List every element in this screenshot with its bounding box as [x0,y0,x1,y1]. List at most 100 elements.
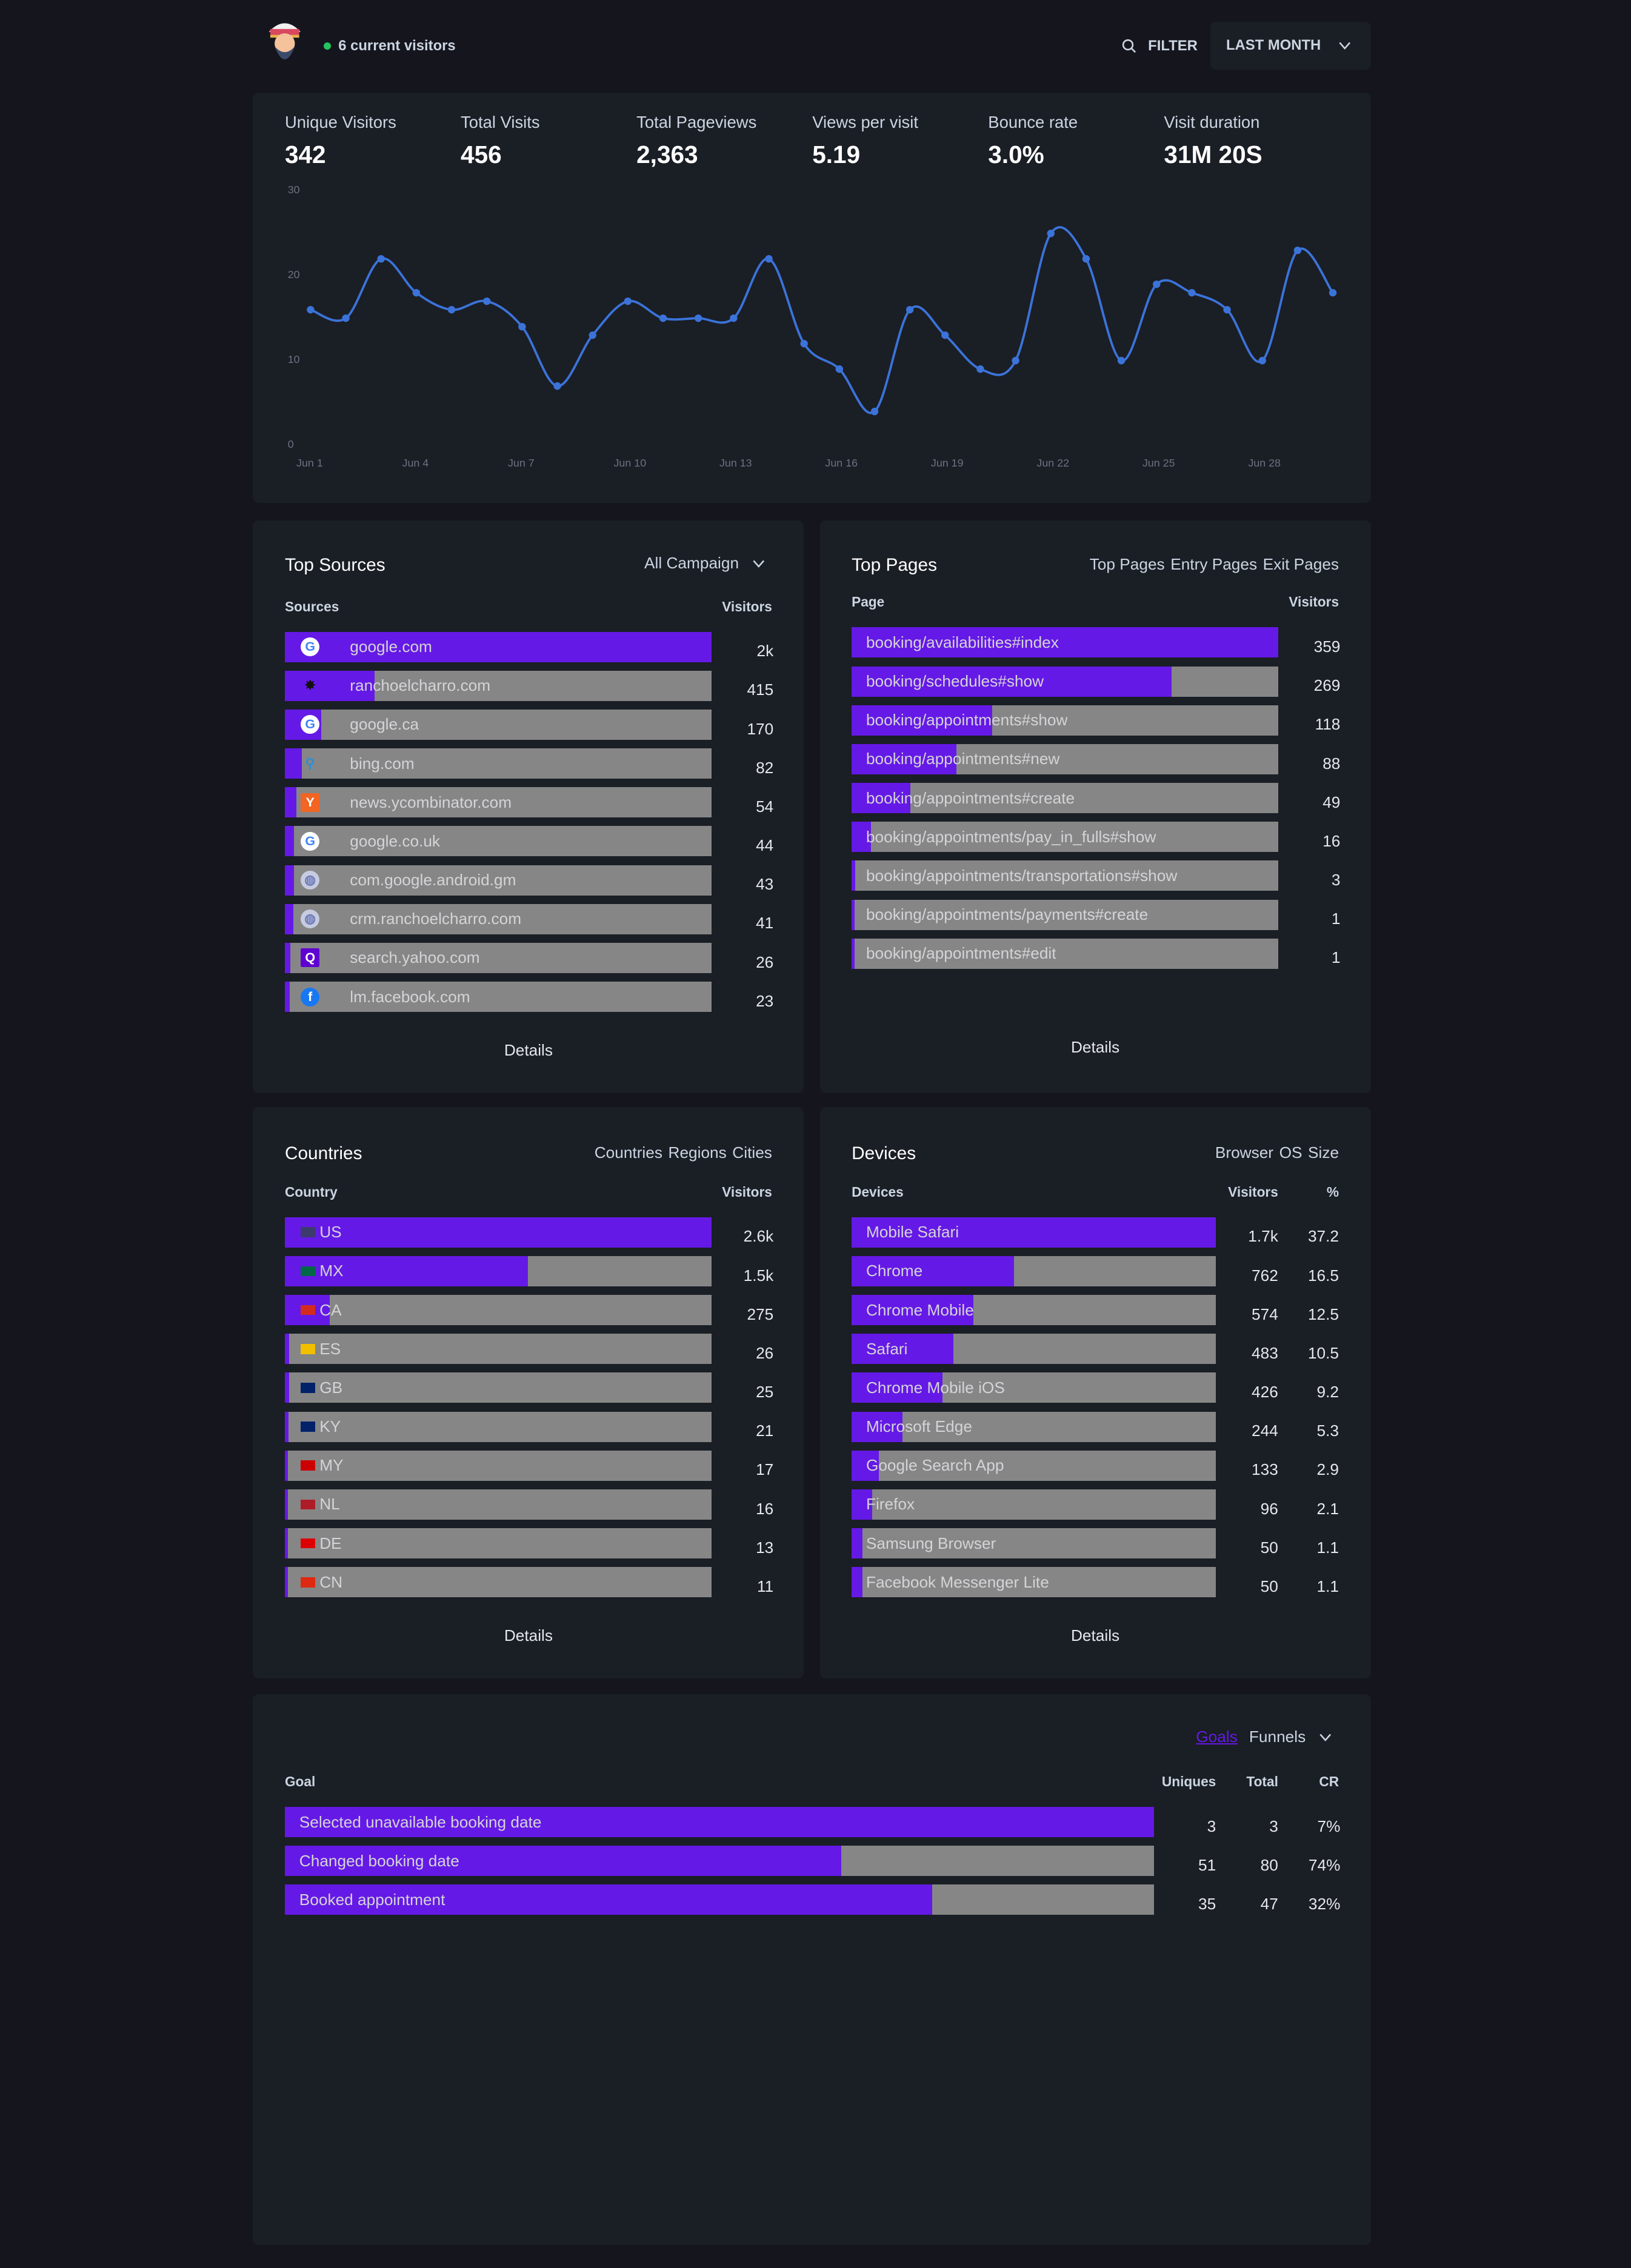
data-point[interactable] [448,305,456,314]
data-point[interactable] [553,382,562,390]
campaign-select[interactable]: All Campaign [644,554,765,573]
data-point[interactable] [307,305,315,314]
list-item[interactable]: booking/schedules#show 269 [852,666,1340,697]
list-item[interactable]: US 2.6k [284,1217,773,1248]
data-point[interactable] [730,314,738,322]
data-point[interactable] [659,314,667,322]
list-item[interactable]: f lm.facebook.com 23 [284,982,773,1013]
data-point[interactable] [413,288,421,297]
list-item[interactable]: ◍ com.google.android.gm 43 [284,865,773,896]
data-point[interactable] [1188,288,1196,297]
list-item[interactable]: DE 13 [284,1528,773,1559]
stat-5[interactable]: Visit duration 31M 20S [1164,113,1262,169]
tab-size[interactable]: Size [1308,1143,1339,1162]
list-item[interactable]: Safari 483 10.5 [852,1334,1339,1365]
tab-top-pages[interactable]: Top Pages [1089,555,1165,574]
list-item[interactable]: booking/appointments#edit 1 [852,938,1340,969]
data-point[interactable] [1012,356,1020,365]
list-item[interactable]: booking/appointments#new 88 [852,743,1340,774]
data-point[interactable] [1329,288,1337,297]
data-point[interactable] [976,365,985,373]
data-point[interactable] [836,365,844,373]
tab-browser[interactable]: Browser [1215,1143,1274,1162]
list-item[interactable]: KY 21 [284,1411,773,1442]
data-point[interactable] [800,339,809,348]
list-item[interactable]: Mobile Safari 1.7k 37.2 [852,1217,1339,1248]
list-item[interactable]: Changed booking date 51 80 74% [284,1846,1340,1877]
data-point[interactable] [1118,356,1126,365]
data-point[interactable] [941,331,949,339]
data-point[interactable] [624,297,632,305]
tab-cities[interactable]: Cities [732,1143,772,1162]
data-point[interactable] [1153,280,1161,288]
list-item[interactable]: MX 1.5k [284,1255,773,1286]
list-item[interactable]: Chrome Mobile 574 12.5 [852,1295,1339,1326]
list-item[interactable]: Chrome 762 16.5 [852,1255,1339,1286]
stat-0[interactable]: Unique Visitors 342 [285,113,396,169]
list-item[interactable]: booking/appointments/transportations#sho… [852,860,1340,891]
data-point[interactable] [589,331,597,339]
stat-4[interactable]: Bounce rate 3.0% [988,113,1078,169]
item-value: 574 [1252,1305,1278,1323]
details-button[interactable]: Details [1070,1626,1120,1644]
data-point[interactable] [871,407,879,415]
list-item[interactable]: Microsoft Edge 244 5.3 [852,1411,1339,1442]
list-item[interactable]: GB 25 [284,1372,773,1403]
list-item[interactable]: ✸ ranchoelcharro.com 415 [284,670,773,701]
data-point[interactable] [1047,229,1055,238]
list-item[interactable]: Firefox 96 2.1 [852,1489,1339,1520]
list-item[interactable]: booking/appointments#create 49 [852,783,1340,814]
list-item[interactable]: MY 17 [284,1450,773,1481]
data-point[interactable] [483,297,491,305]
data-point[interactable] [906,305,914,314]
list-item[interactable]: NL 16 [284,1489,773,1520]
filter-button[interactable]: FILTER [1122,38,1198,55]
list-item[interactable]: ⚲ bing.com 82 [284,748,773,779]
details-button[interactable]: Details [504,1626,553,1644]
tab-entry-pages[interactable]: Entry Pages [1170,555,1258,574]
data-point[interactable] [518,322,527,331]
tab-countries[interactable]: Countries [594,1143,662,1162]
list-item[interactable]: CN 11 [284,1567,773,1598]
stat-3[interactable]: Views per visit 5.19 [812,113,918,169]
list-item[interactable]: CA 275 [284,1295,773,1326]
stat-2[interactable]: Total Pageviews 2,363 [636,113,756,169]
list-item[interactable]: ◍ crm.ranchoelcharro.com 41 [284,903,773,934]
data-point[interactable] [765,254,773,263]
data-point[interactable] [1258,356,1267,365]
list-item[interactable]: Booked appointment 35 47 32% [284,1884,1340,1915]
tab-funnels[interactable]: Funnels [1249,1727,1306,1746]
list-item[interactable]: ES 26 [284,1334,773,1365]
data-point[interactable] [695,314,702,322]
list-item[interactable]: Facebook Messenger Lite 50 1.1 [852,1567,1339,1598]
list-item[interactable]: Google Search App 133 2.9 [852,1450,1339,1481]
list-item[interactable]: booking/appointments/payments#create 1 [852,899,1340,930]
data-point[interactable] [1294,246,1302,254]
current-visitors[interactable]: 6 current visitors [324,38,456,55]
list-item[interactable]: booking/appointments/pay_in_fulls#show 16 [852,822,1340,853]
data-point[interactable] [1082,254,1090,263]
tab-goals[interactable]: Goals [1196,1727,1238,1746]
data-point[interactable] [1223,305,1232,314]
tab-exit-pages[interactable]: Exit Pages [1262,555,1339,574]
tab-regions[interactable]: Regions [668,1143,727,1162]
data-point[interactable] [342,314,350,322]
details-button[interactable]: Details [1070,1037,1120,1056]
list-item[interactable]: Chrome Mobile iOS 426 9.2 [852,1372,1339,1403]
tab-os[interactable]: OS [1279,1143,1302,1162]
list-item[interactable]: booking/appointments#show 118 [852,705,1340,736]
data-point[interactable] [378,254,385,263]
list-item[interactable]: Selected unavailable booking date 3 3 7% [284,1806,1340,1838]
stat-1[interactable]: Total Visits 456 [461,113,540,169]
devices-card: Devices Browser OS Size Devices Visitors% Mobi… [819,1107,1371,1678]
details-button[interactable]: Details [504,1040,553,1059]
period-select[interactable]: LAST MONTH [1210,21,1371,70]
series-line [310,225,1335,414]
list-item[interactable]: booking/availabilities#index 359 [852,627,1340,658]
list-item[interactable]: Samsung Browser 50 1.1 [852,1528,1339,1559]
